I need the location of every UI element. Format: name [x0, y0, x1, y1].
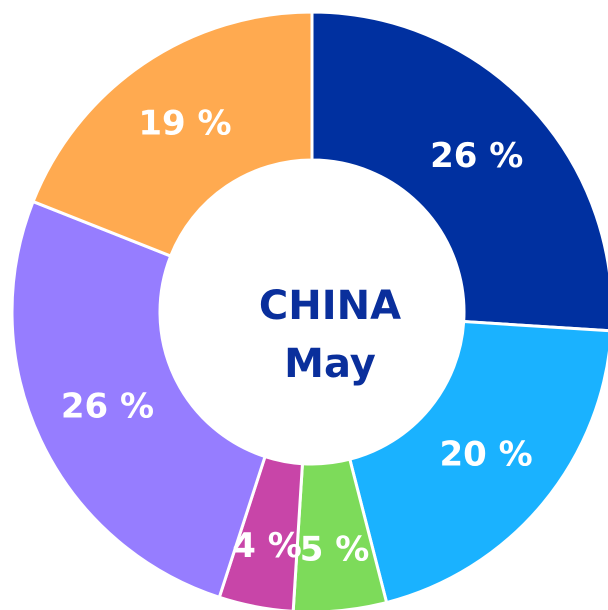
data-label: 5 % [300, 529, 370, 569]
chart-title: CHINA [259, 283, 401, 329]
data-label: 20 % [440, 435, 533, 475]
donut-slice [310, 10, 608, 333]
chart-subtitle: May [284, 341, 376, 387]
data-label: 26 % [430, 136, 523, 176]
donut-slice [31, 10, 314, 258]
donut-slice [10, 199, 267, 600]
data-label: 26 % [61, 387, 154, 427]
donut-slice [347, 319, 608, 605]
donut-slice [291, 457, 389, 610]
data-label: 19 % [138, 104, 231, 144]
data-label: 4 % [232, 526, 302, 566]
